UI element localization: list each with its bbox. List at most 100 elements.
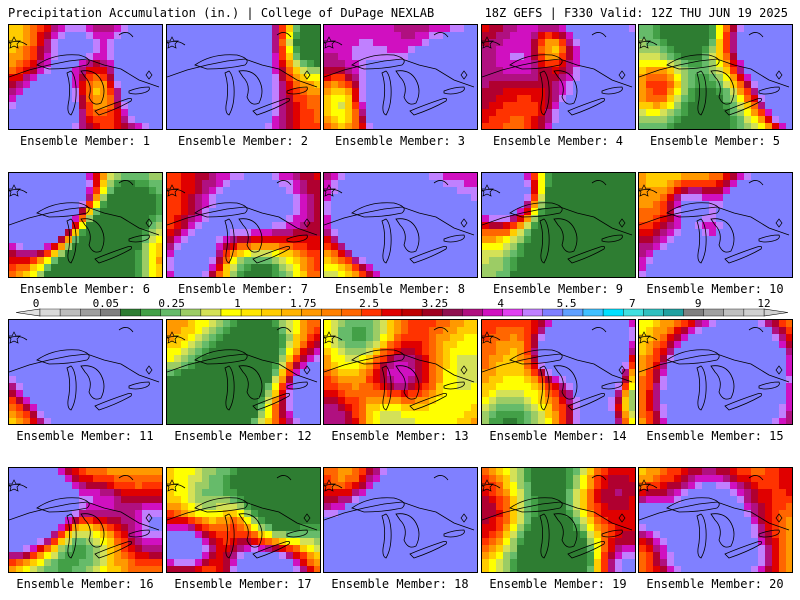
ensemble-member-map [166, 172, 321, 278]
ensemble-member-label: Ensemble Member: 6 [19, 282, 151, 296]
us-canada-border [324, 58, 475, 88]
lake-superior-outline [351, 497, 405, 513]
lake-michigan-outline [381, 365, 392, 411]
station-marker [145, 70, 153, 80]
precipitation-field [167, 173, 320, 277]
colorbar-segment [723, 308, 745, 317]
lake-ontario-outline [286, 86, 308, 95]
ensemble-member-label: Ensemble Member: 4 [492, 134, 624, 148]
lake-superior-outline [666, 54, 720, 70]
station-marker [639, 184, 651, 197]
lake-michigan-outline [381, 513, 392, 559]
station-marker [618, 218, 626, 228]
lake-huron-outline [395, 218, 420, 253]
precipitation-field [639, 468, 792, 572]
lake-superior-outline [666, 349, 720, 365]
colorbar-segment [562, 308, 584, 317]
station-marker [482, 479, 494, 492]
colorbar-segment [120, 308, 141, 317]
precipitation-field [639, 25, 792, 129]
us-canada-border [9, 58, 160, 88]
ensemble-member-label: Ensemble Member: 3 [334, 134, 466, 148]
ensemble-member-label: Ensemble Member: 7 [177, 282, 309, 296]
colorbar-segment [683, 308, 704, 317]
colorbar-segment [301, 308, 322, 317]
colorbar-min-arrow [16, 308, 41, 317]
colorbar-segment [462, 308, 483, 317]
lake-superior-outline [36, 202, 90, 218]
station-marker [775, 513, 783, 523]
colorbar-tick-label: 12 [757, 298, 770, 310]
lake-huron-outline [395, 365, 420, 400]
station-marker [324, 36, 336, 49]
lake-ontario-outline [758, 234, 780, 243]
lake-erie-outline [567, 97, 605, 116]
minor-boundaries [324, 327, 449, 341]
station-marker [460, 365, 468, 375]
lake-superior-outline [351, 54, 405, 70]
colorbar-tick-label: 9 [695, 298, 702, 310]
lake-michigan-outline [66, 218, 77, 264]
colorbar-segment [401, 308, 423, 317]
lake-erie-outline [252, 392, 290, 411]
lake-ontario-outline [128, 234, 150, 243]
precipitation-field [9, 25, 162, 129]
lake-erie-outline [567, 392, 605, 411]
precipitation-field [324, 320, 477, 424]
station-marker [145, 513, 153, 523]
minor-boundaries [482, 327, 607, 341]
minor-boundaries [9, 327, 134, 341]
lake-michigan-outline [66, 365, 77, 411]
station-marker [324, 479, 336, 492]
ensemble-member-label: Ensemble Member: 9 [492, 282, 624, 296]
station-marker [303, 70, 311, 80]
lake-erie-outline [94, 392, 132, 411]
lake-huron-outline [80, 365, 105, 400]
ensemble-member-label: Ensemble Member: 13 [331, 429, 469, 443]
ensemble-member-map [166, 319, 321, 425]
colorbar-segment [281, 308, 302, 317]
us-canada-border [167, 58, 318, 88]
lake-michigan-outline [539, 365, 550, 411]
colorbar-segment [321, 308, 342, 317]
station-marker [460, 218, 468, 228]
colorbar-tick-label: 7 [629, 298, 636, 310]
lake-michigan-outline [381, 70, 392, 116]
us-canada-border [482, 501, 633, 531]
minor-boundaries [639, 180, 764, 194]
lake-superior-outline [36, 497, 90, 513]
station-marker [145, 365, 153, 375]
minor-boundaries [324, 180, 449, 194]
ensemble-member-label: Ensemble Member: 5 [649, 134, 781, 148]
us-canada-border [324, 501, 475, 531]
us-canada-border [639, 353, 790, 383]
station-marker [775, 365, 783, 375]
lake-erie-outline [409, 97, 447, 116]
colorbar-segment [261, 308, 282, 317]
minor-boundaries [639, 475, 764, 489]
lake-michigan-outline [696, 70, 707, 116]
station-marker [324, 184, 336, 197]
minor-boundaries [482, 475, 607, 489]
us-canada-border [324, 206, 475, 236]
lake-michigan-outline [66, 70, 77, 116]
lake-michigan-outline [539, 70, 550, 116]
colorbar-segment [522, 308, 543, 317]
station-marker [303, 513, 311, 523]
ensemble-member-map [8, 24, 163, 130]
lake-ontario-outline [286, 234, 308, 243]
colorbar-segment [703, 308, 724, 317]
lake-michigan-outline [539, 513, 550, 559]
ensemble-member-map [481, 172, 636, 278]
precipitation-field [167, 320, 320, 424]
station-marker [9, 184, 21, 197]
colorbar-segment [220, 308, 242, 317]
ensemble-member-map [166, 467, 321, 573]
station-marker [145, 218, 153, 228]
station-marker [167, 36, 179, 49]
colorbar-segment [59, 308, 81, 317]
precipitation-field [167, 468, 320, 572]
colorbar-tick-label: 0.25 [158, 298, 185, 310]
lake-erie-outline [409, 392, 447, 411]
ensemble-member-map [638, 467, 793, 573]
